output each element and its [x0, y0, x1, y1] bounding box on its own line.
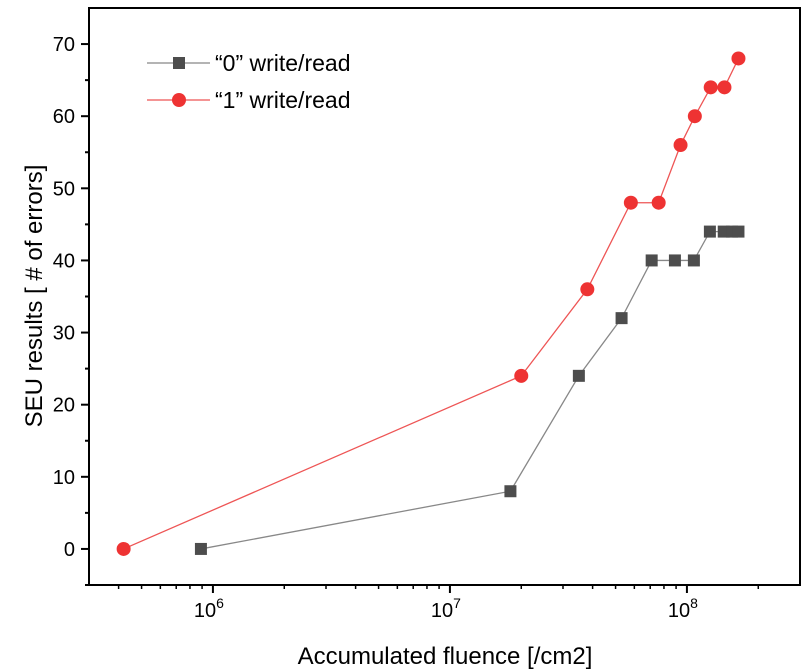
y-tick-label: 50 [53, 178, 75, 200]
x-tick-label: 107 [431, 595, 461, 622]
data-point [668, 254, 681, 267]
data-point [572, 369, 585, 382]
y-tick-label: 70 [53, 34, 75, 56]
data-point [615, 312, 628, 325]
data-point [580, 282, 595, 297]
data-point [703, 225, 716, 238]
data-point [732, 225, 745, 238]
data-point [645, 254, 658, 267]
data-point [703, 80, 718, 95]
x-tick-label: 108 [668, 595, 698, 622]
plot-frame [88, 7, 801, 586]
data-point [731, 51, 746, 66]
data-point [116, 541, 131, 556]
y-tick-label: 0 [64, 539, 75, 561]
series-0 [194, 225, 745, 555]
legend-label: “0” write/read [215, 50, 350, 76]
series-layer [116, 51, 746, 556]
legend-label: “1” write/read [215, 87, 350, 113]
y-tick-label: 30 [53, 323, 75, 345]
y-tick-label: 20 [53, 395, 75, 417]
data-point [717, 80, 732, 95]
y-tick-label: 10 [53, 467, 75, 489]
data-point [514, 368, 529, 383]
legend: “0” write/read “1” write/read [147, 50, 350, 113]
series-line [123, 58, 740, 550]
x-axis-title: Accumulated fluence [/cm2] [298, 643, 593, 670]
data-point [651, 195, 666, 210]
legend-marker [173, 57, 185, 69]
data-point [687, 254, 700, 267]
legend-item: “0” write/read [147, 50, 350, 76]
legend-item: “1” write/read [147, 87, 350, 113]
y-tick-label: 40 [53, 250, 75, 272]
data-point [687, 109, 702, 124]
data-point [623, 195, 638, 210]
series-line [200, 230, 739, 550]
y-tick-label: 60 [53, 106, 75, 128]
y-axis-title: SEU results [ # of errors] [21, 165, 48, 428]
data-point [504, 485, 517, 498]
x-tick-label: 106 [194, 595, 224, 622]
series-1 [116, 51, 746, 556]
data-point [194, 542, 207, 555]
axes: 0 10 20 30 40 50 60 70 106 107 108 [53, 7, 801, 622]
legend-marker [172, 93, 186, 107]
data-point [673, 138, 688, 153]
